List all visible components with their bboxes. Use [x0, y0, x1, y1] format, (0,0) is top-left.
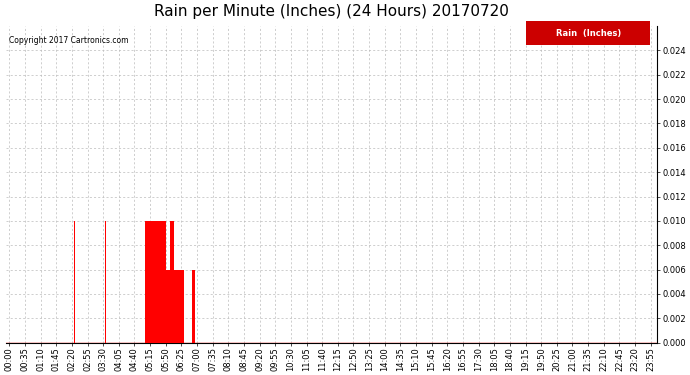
- Title: Rain per Minute (Inches) (24 Hours) 20170720: Rain per Minute (Inches) (24 Hours) 2017…: [154, 4, 509, 19]
- Text: Copyright 2017 Cartronics.com: Copyright 2017 Cartronics.com: [9, 36, 128, 45]
